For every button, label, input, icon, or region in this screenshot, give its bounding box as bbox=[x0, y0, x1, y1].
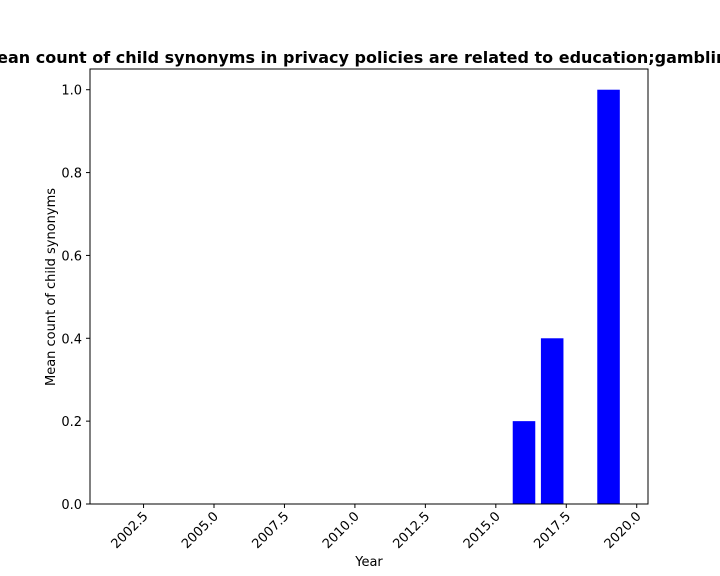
bar-2017 bbox=[540, 338, 564, 504]
x-tick-label: 2010.0 bbox=[320, 509, 363, 552]
y-axis-ticks: 0.0 0.2 0.4 0.6 0.8 1.0 bbox=[61, 84, 90, 513]
x-axis-label: Year bbox=[354, 555, 383, 570]
bar-2016 bbox=[512, 421, 536, 504]
y-tick-label: 0.4 bbox=[61, 332, 82, 347]
x-tick-label: 2015.0 bbox=[461, 509, 504, 552]
y-tick-label: 0.2 bbox=[61, 415, 82, 430]
x-tick-label: 2017.5 bbox=[531, 509, 574, 552]
x-tick-label: 2002.5 bbox=[109, 509, 152, 552]
bars-group bbox=[512, 89, 620, 504]
x-tick-label: 2020.0 bbox=[602, 509, 645, 552]
plot-frame bbox=[89, 68, 649, 505]
y-tick-label: 0.0 bbox=[61, 498, 82, 513]
y-tick-label: 0.8 bbox=[61, 167, 82, 182]
bar-2019 bbox=[597, 89, 620, 504]
x-tick-label: 2005.0 bbox=[179, 509, 222, 552]
x-axis-ticks: 2002.5 2005.0 2007.5 2010.0 2012.5 2015.0 2017… bbox=[109, 504, 645, 552]
y-tick-label: 0.6 bbox=[61, 249, 82, 264]
x-tick-label: 2007.5 bbox=[250, 509, 293, 552]
y-tick-label: 1.0 bbox=[61, 84, 82, 99]
chart-title: Mean count of child synonyms in privacy … bbox=[0, 48, 720, 67]
y-axis-label: Mean count of child synonyms bbox=[44, 188, 59, 386]
x-tick-label: 2012.5 bbox=[390, 509, 433, 552]
